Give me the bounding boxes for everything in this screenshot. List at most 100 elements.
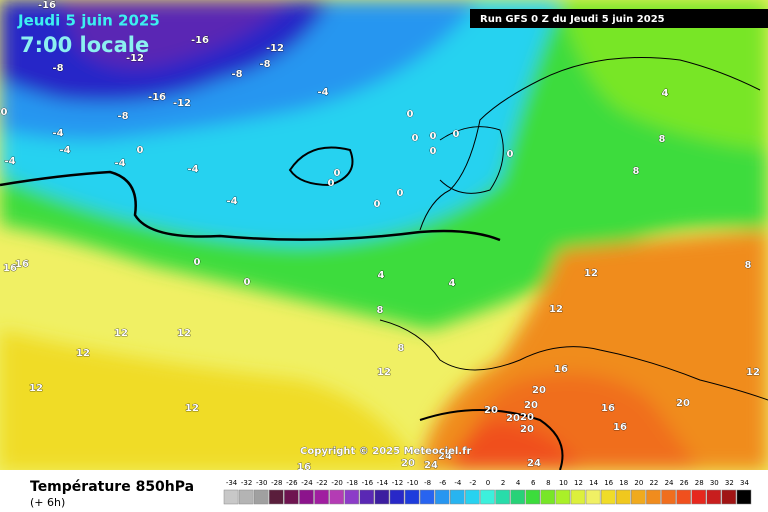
contour-label: 20: [506, 413, 520, 424]
scale-swatch: [284, 489, 299, 505]
color-scale: -34 -32 -30 -28 -26 -24 -22 -20 -18 -16 -14 -12 -10-…: [223, 479, 752, 505]
contour-label: 24: [424, 460, 438, 471]
scale-swatch: [450, 489, 465, 505]
scale-label: -32: [241, 479, 252, 487]
footer-lead: (+ 6h): [30, 496, 65, 509]
date: Jeudi 5 juin 2025: [17, 12, 160, 30]
contour-label: 16: [613, 422, 627, 433]
contour-label: -4: [52, 128, 63, 139]
contour-label: 20: [484, 405, 498, 416]
contour-label: 20: [520, 424, 534, 435]
scale-swatch: [721, 489, 737, 505]
contour-label: 16: [601, 403, 615, 414]
scale-swatch: [269, 489, 284, 505]
contour-label: 12: [549, 304, 563, 315]
scale-swatch: [661, 489, 676, 505]
contour-label: -12: [126, 53, 144, 64]
contour-label: 12: [29, 383, 43, 394]
contour-label: 24: [527, 458, 541, 469]
contour-label: -8: [117, 111, 128, 122]
scale-swatch: [600, 489, 616, 505]
contour-label: -12: [173, 98, 191, 109]
scale-label: 0: [486, 479, 490, 487]
scale-swatch: [676, 489, 691, 505]
time: 7:00 locale: [20, 33, 149, 57]
contour-label: 0: [407, 109, 414, 120]
contour-label: 0: [507, 149, 514, 160]
contour-label: -4: [59, 145, 70, 156]
scale-label: 10: [559, 479, 568, 487]
scale-label: -14: [377, 479, 389, 487]
scale-swatch: [736, 489, 752, 505]
scale-label: -8: [424, 479, 431, 487]
scale-label: 16: [604, 479, 613, 487]
copyright: Copyright © 2025 Meteociel.fr: [300, 446, 471, 457]
scale-label: 12: [574, 479, 583, 487]
contour-label: 8: [398, 343, 405, 354]
scale-swatch: [691, 489, 706, 505]
contour-label: 0: [244, 277, 251, 288]
scale-swatch: [631, 489, 646, 505]
scale-label: 30: [710, 479, 719, 487]
contour-label: -4: [226, 196, 237, 207]
contour-label: 8: [745, 260, 752, 271]
scale-swatch: [706, 489, 722, 505]
scale-label: -26: [286, 479, 298, 487]
scale-label: 14: [589, 479, 598, 487]
coastlines: [0, 57, 768, 471]
contour-label: 16: [3, 263, 17, 274]
scale-swatch: [223, 489, 239, 505]
scale-swatch: [374, 489, 390, 505]
scale-swatch: [253, 489, 269, 505]
contour-label: -4: [4, 156, 15, 167]
scale-swatch: [646, 489, 661, 505]
scale-swatch: [570, 489, 586, 505]
contour-label: 20: [532, 385, 546, 396]
scale-label: 28: [695, 479, 704, 487]
scale-label: 18: [619, 479, 628, 487]
scale-swatch: [434, 489, 450, 505]
scale-label: -12: [392, 479, 403, 487]
scale-label: -6: [439, 479, 447, 487]
scale-swatch: [495, 489, 510, 505]
contour-label: 20: [676, 398, 690, 409]
scale-swatch: [329, 489, 344, 505]
scale-label: 20: [634, 479, 643, 487]
contour-label: 12: [114, 328, 128, 339]
scale-label: -20: [331, 479, 342, 487]
contour-label: 12: [746, 367, 760, 378]
contour-label: 0: [334, 168, 341, 179]
contour-label: 12: [76, 348, 90, 359]
scale-label: 6: [531, 479, 536, 487]
contour-label: 8: [633, 166, 640, 177]
contour-label: -4: [187, 164, 198, 175]
contour-label: 0: [430, 146, 437, 157]
contour-label: 0: [328, 178, 335, 189]
scale-label: -18: [347, 479, 358, 487]
scale-label: -24: [301, 479, 313, 487]
contour-label: 8: [659, 134, 666, 145]
scale-swatch: [299, 489, 314, 505]
contour-label: 12: [584, 268, 598, 279]
contour-label: 0: [453, 129, 460, 140]
contour-label: 0: [194, 257, 201, 268]
contour-label: -4: [317, 87, 328, 98]
contour-label: 20: [401, 458, 415, 469]
scale-swatch: [344, 489, 360, 505]
contour-label: 16: [15, 259, 29, 270]
contour-label: 4: [449, 278, 456, 289]
scale-label: -10: [407, 479, 418, 487]
scale-swatch: [359, 489, 375, 505]
contour-label: -8: [231, 69, 242, 80]
scale-swatch: [419, 489, 435, 505]
contour-label: -16: [191, 35, 209, 46]
scale-label: 24: [665, 479, 674, 487]
contour-label: 0: [397, 188, 404, 199]
scale-swatch: [314, 489, 329, 505]
scale-label: -2: [469, 479, 476, 487]
contour-label: -16: [148, 92, 166, 103]
scale-label: -16: [362, 479, 374, 487]
scale-swatch: [615, 489, 631, 505]
contour-label: 16: [297, 462, 311, 473]
